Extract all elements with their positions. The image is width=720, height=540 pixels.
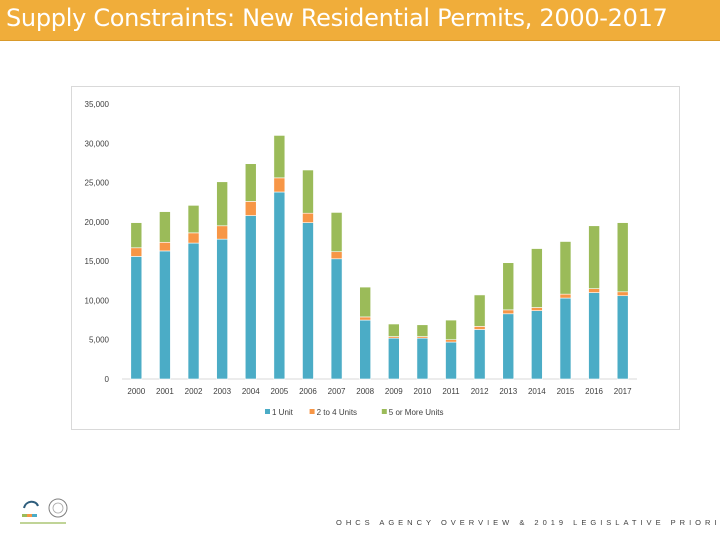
x-tick-label: 2011 [442,387,460,396]
x-tick-label: 2009 [385,387,403,396]
page-title: Supply Constraints: New Residential Perm… [6,4,668,32]
x-tick-label: 2016 [585,387,603,396]
bar-segment [330,212,343,253]
x-tick-label: 2004 [242,387,260,396]
bar-segment [244,163,257,202]
x-tick-label: 2001 [156,387,174,396]
bar-segment [187,242,200,380]
oregon-housing-logo [20,498,68,524]
bar-segment [216,225,228,240]
x-tick-label: 2013 [499,387,517,396]
bar-segment [187,205,200,234]
bar-segment [445,339,457,343]
bar-segment [302,169,314,214]
bar-segment [473,326,486,330]
legend-label: 2 to 4 Units [317,408,357,417]
y-tick-label: 15,000 [85,257,110,266]
bar-segment [588,292,600,380]
legend-swatch [309,409,315,414]
bar-segment [388,323,400,337]
x-tick-label: 2006 [299,387,317,396]
bar-segment [302,222,314,380]
bar-segment [273,191,286,380]
bar-segment [502,309,515,315]
bar-segment [359,319,371,380]
bar-segment [416,324,429,337]
bar-segment [244,215,257,380]
x-tick-label: 2014 [528,387,546,396]
bar-segment [359,286,371,318]
bar-segment [159,250,171,380]
bar-segment [531,307,543,311]
bar-segment [588,225,600,289]
bar-segment [416,337,429,380]
bar-segment [302,212,314,223]
title-bar: Supply Constraints: New Residential Perm… [0,0,720,41]
bar-segment [531,310,543,380]
legend-swatch [265,409,270,414]
chart-frame: 0 5,000 10,000 15,000 20,000 25,000 30,000 35,0… [71,86,680,430]
bar-segment [559,241,572,295]
bar-segment [388,337,400,380]
x-tick-label: 2015 [557,387,575,396]
y-tick-label: 30,000 [85,139,110,148]
bar-segment [330,251,343,260]
bar-segment [445,319,457,341]
bar-segment [244,201,257,216]
bar-segment [559,297,572,380]
bar-segment [216,181,228,227]
bar-segment [588,288,600,293]
bar-segment [273,135,286,179]
x-tick-label: 2012 [471,387,489,396]
legend-swatch [381,409,387,414]
x-tick-label: 2008 [356,387,374,396]
y-tick-label: 20,000 [85,218,110,227]
bar-segment [473,329,486,380]
bar-segment [502,262,515,311]
x-tick-label: 2000 [127,387,145,396]
bar-segment [216,238,228,380]
x-tick-label: 2002 [185,387,203,396]
chart-area: 0 5,000 10,000 15,000 20,000 25,000 30,000 35,0… [85,100,637,417]
legend-label: 5 or More Units [389,408,444,417]
bar-segment [359,316,371,321]
bar-segment [159,241,171,252]
bar-segment [130,247,143,257]
bar-segment [473,294,486,327]
bar-segment [273,177,286,193]
bar-segment [130,256,143,380]
x-tick-label: 2017 [614,387,632,396]
bar-segment [616,291,629,297]
bar-segment [159,211,171,243]
bar-segment [130,222,143,249]
bar-segment [445,341,457,380]
bar-segment [531,248,543,308]
x-tick-label: 2005 [270,387,288,396]
bar-segment [559,293,572,299]
y-tick-label: 0 [105,375,110,384]
y-tick-label: 35,000 [85,100,110,109]
bar-segment [616,222,629,293]
x-tick-label: 2010 [414,387,432,396]
y-tick-label: 10,000 [85,296,110,305]
x-tick-label: 2003 [213,387,231,396]
footer-text: OHCS AGENCY OVERVIEW & 2019 LEGISLATIVE … [336,518,720,527]
y-tick-label: 25,000 [85,179,110,188]
legend-label: 1 Unit [272,408,294,417]
bar-segment [187,232,200,244]
bar-segment [502,313,515,380]
y-tick-label: 5,000 [89,336,110,345]
bar-segment [616,295,629,380]
bar-segment [330,258,343,380]
x-tick-label: 2007 [328,387,346,396]
